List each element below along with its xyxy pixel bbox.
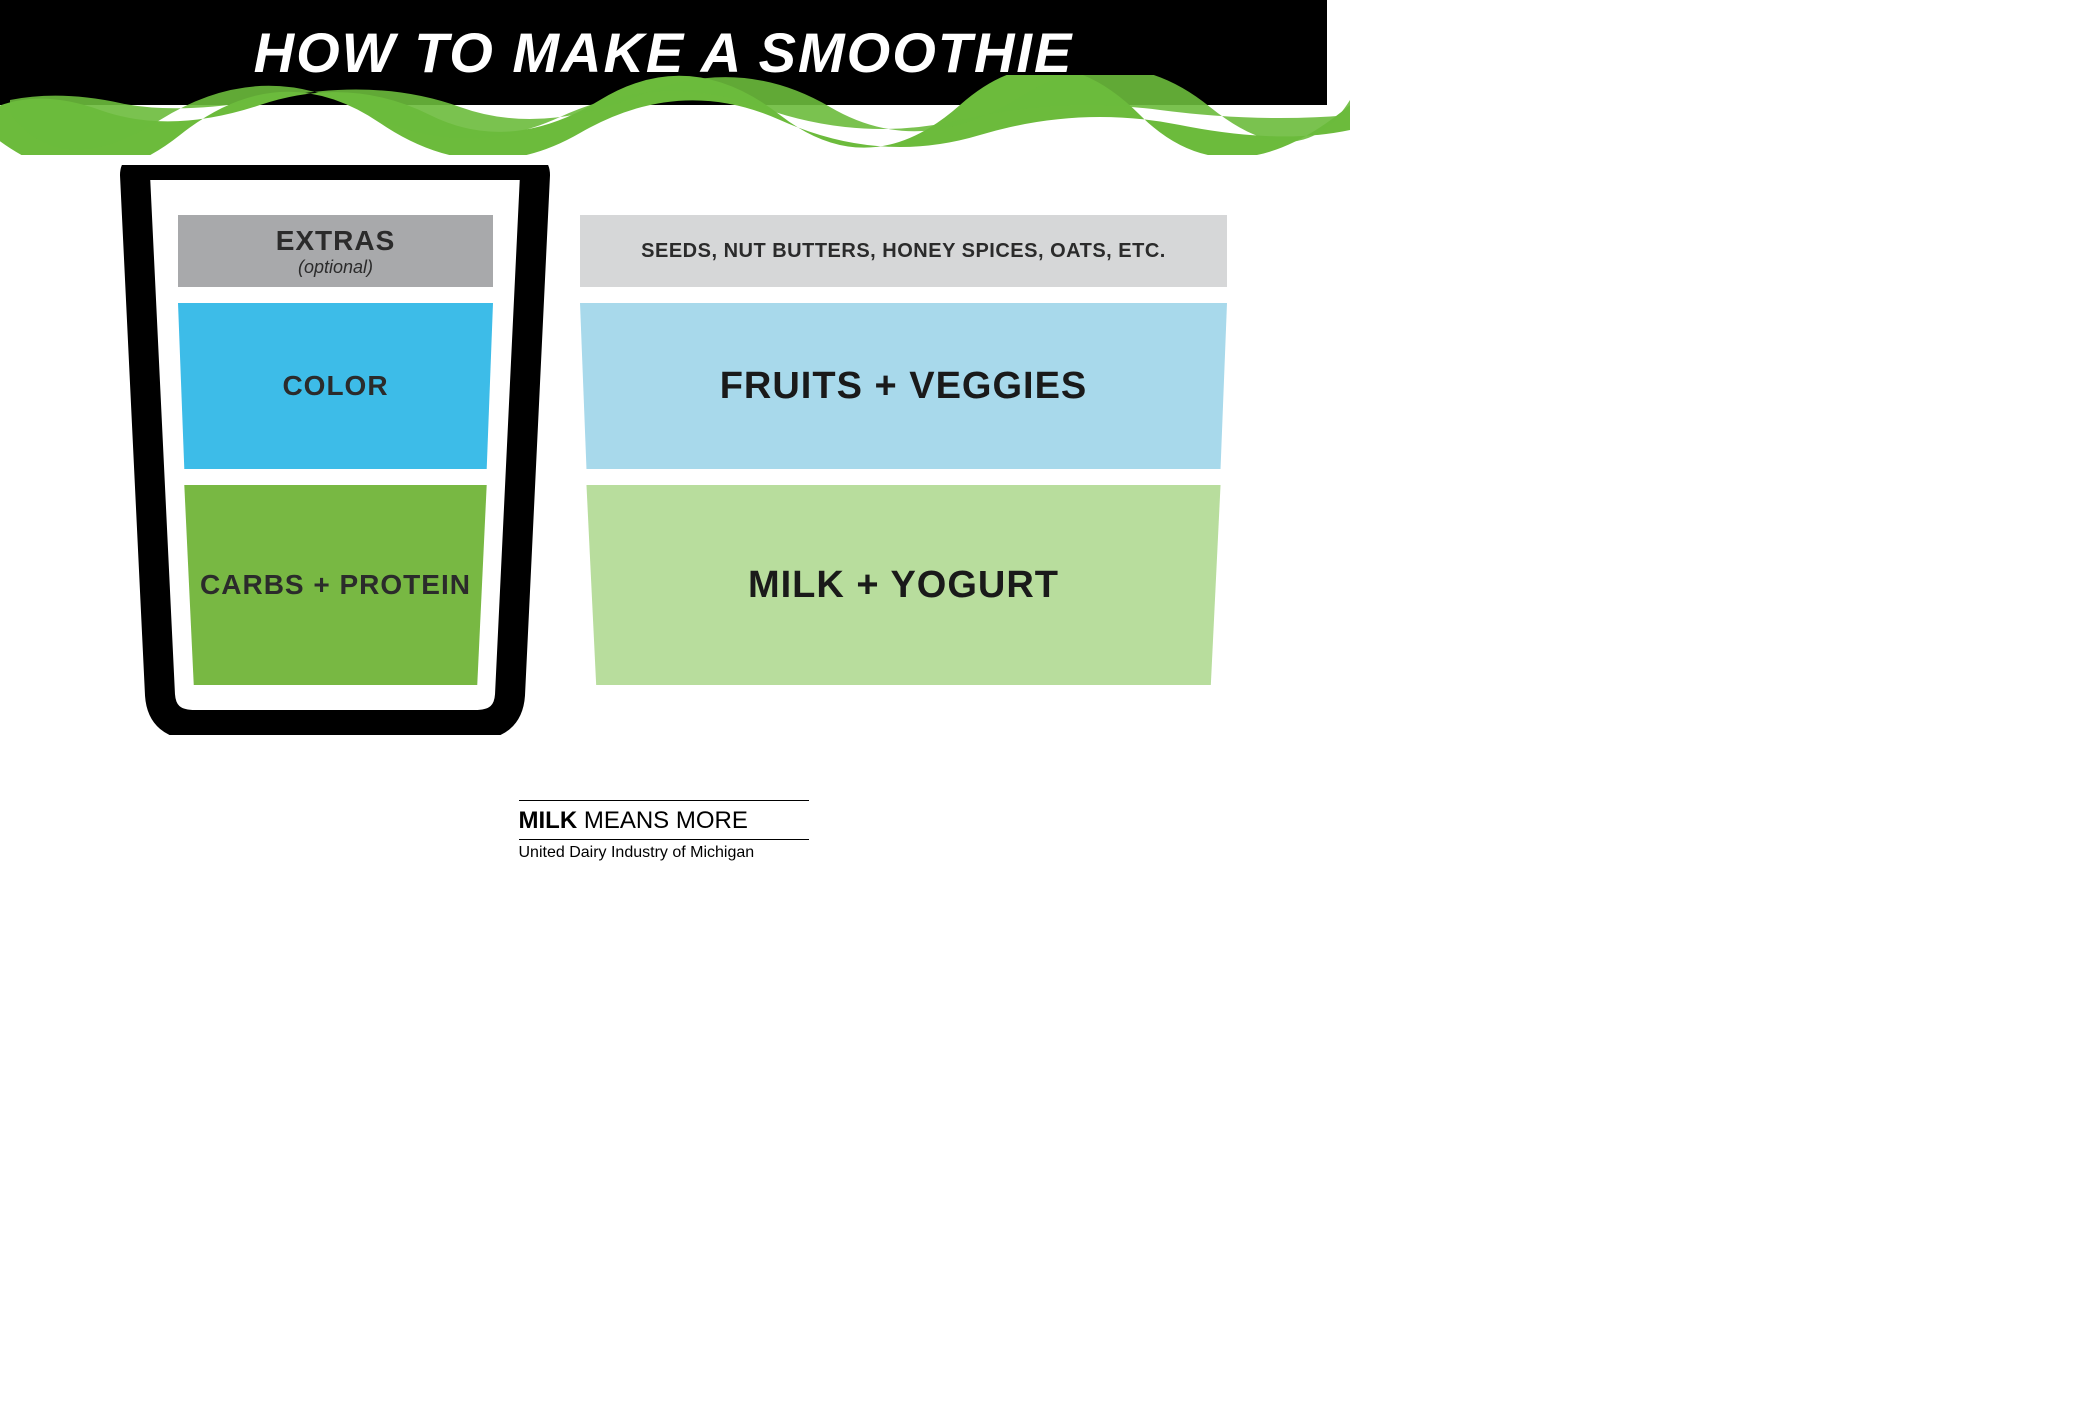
footer-line-mid — [519, 839, 809, 840]
green-brush-stroke — [0, 75, 1350, 155]
detail-extras-text: SEEDS, NUT BUTTERS, HONEY SPICES, OATS, … — [641, 240, 1166, 263]
extras-title: EXTRAS — [276, 225, 396, 257]
glass-layers: EXTRAS (optional) COLOR CARBS + PROTEIN — [178, 215, 493, 685]
glass-layer-carbs: CARBS + PROTEIN — [178, 485, 493, 685]
content-area: EXTRAS (optional) COLOR CARBS + PROTEIN … — [0, 165, 1327, 735]
glass-layer-extras: EXTRAS (optional) — [178, 215, 493, 287]
detail-color-text: FRUITS + VEGGIES — [720, 365, 1088, 408]
detail-carbs: MILK + YOGURT — [580, 485, 1227, 685]
glass-container: EXTRAS (optional) COLOR CARBS + PROTEIN — [120, 165, 550, 735]
footer-brand-bold: MILK — [519, 807, 578, 834]
detail-extras: SEEDS, NUT BUTTERS, HONEY SPICES, OATS, … — [580, 215, 1227, 287]
color-title: COLOR — [282, 370, 388, 402]
footer-brand-rest: MEANS MORE — [577, 807, 748, 834]
glass-layer-color: COLOR — [178, 303, 493, 469]
footer-subtitle: United Dairy Industry of Michigan — [519, 844, 809, 862]
footer: MILK MEANS MORE United Dairy Industry of… — [519, 800, 809, 862]
details-column: SEEDS, NUT BUTTERS, HONEY SPICES, OATS, … — [580, 165, 1227, 735]
detail-color: FRUITS + VEGGIES — [580, 303, 1227, 469]
carbs-title: CARBS + PROTEIN — [200, 567, 471, 603]
extras-subtitle: (optional) — [298, 257, 373, 278]
footer-line-top — [519, 800, 809, 801]
detail-carbs-text: MILK + YOGURT — [748, 564, 1059, 607]
footer-brand: MILK MEANS MORE — [519, 807, 809, 835]
